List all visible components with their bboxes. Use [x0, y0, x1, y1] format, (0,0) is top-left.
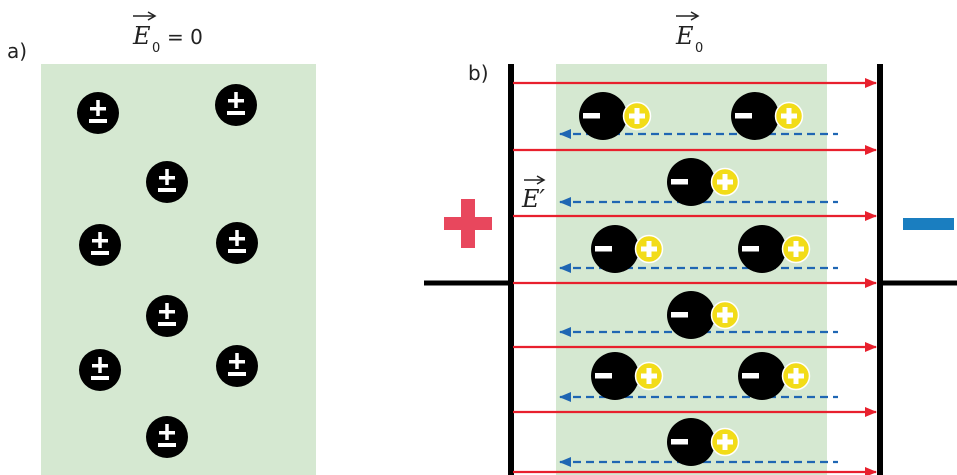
dipole-negative-end — [667, 291, 715, 339]
induced-field-symbol: E′ — [521, 185, 546, 213]
dipole-molecule — [738, 352, 811, 400]
minus-sign — [671, 179, 688, 185]
dipole-negative-end — [738, 225, 786, 273]
minus-sign — [671, 312, 688, 318]
field-symbol-e0: E — [132, 22, 151, 50]
negative-plate-sign — [903, 218, 954, 230]
applied-field-symbol: E — [675, 22, 694, 50]
dipole-negative-end — [591, 352, 639, 400]
dipole-negative-end — [731, 92, 779, 140]
panel-a-field-label: E 0 = 0 — [132, 11, 203, 56]
field-equals-zero: = 0 — [167, 25, 203, 49]
field-subscript: 0 — [152, 41, 160, 56]
dipole-molecule — [591, 225, 664, 273]
molecule-unpolarized — [146, 416, 188, 458]
minus-sign — [595, 373, 612, 379]
dipole-molecule — [591, 352, 664, 400]
dipole-negative-end — [667, 418, 715, 466]
dipole-molecule — [731, 92, 804, 140]
dipole-molecule — [738, 225, 811, 273]
minus-sign — [742, 246, 759, 252]
minus-sign — [735, 113, 752, 119]
dipole-negative-end — [667, 158, 715, 206]
molecule-unpolarized — [216, 222, 258, 264]
dipole-molecule — [667, 291, 740, 339]
panel-a: a) E 0 = 0 — [7, 11, 316, 475]
dipole-molecule — [667, 418, 740, 466]
dipole-negative-end — [579, 92, 627, 140]
minus-sign — [671, 439, 688, 445]
dipole-molecule — [579, 92, 652, 140]
unpolarized-molecules — [77, 84, 258, 458]
panel-a-label: a) — [7, 39, 27, 63]
applied-field-subscript: 0 — [695, 41, 703, 56]
positive-plate-sign — [444, 199, 492, 248]
polarized-dipoles — [579, 92, 811, 466]
panel-b-field-label: E 0 — [675, 11, 703, 56]
minus-sign — [583, 113, 600, 119]
minus-sign — [595, 246, 612, 252]
molecule-unpolarized — [79, 349, 121, 391]
molecule-unpolarized — [146, 161, 188, 203]
minus-sign — [742, 373, 759, 379]
dipole-negative-end — [738, 352, 786, 400]
molecule-unpolarized — [77, 92, 119, 134]
induced-field-label: E′ — [521, 175, 546, 213]
molecule-unpolarized — [146, 295, 188, 337]
molecule-unpolarized — [79, 224, 121, 266]
panel-b: b) E 0 E′ — [424, 11, 957, 475]
dipole-molecule — [667, 158, 740, 206]
dielectric-slab-a — [41, 64, 316, 475]
panel-b-label: b) — [468, 61, 489, 85]
molecule-unpolarized — [215, 84, 257, 126]
molecule-unpolarized — [216, 345, 258, 387]
dipole-negative-end — [591, 225, 639, 273]
